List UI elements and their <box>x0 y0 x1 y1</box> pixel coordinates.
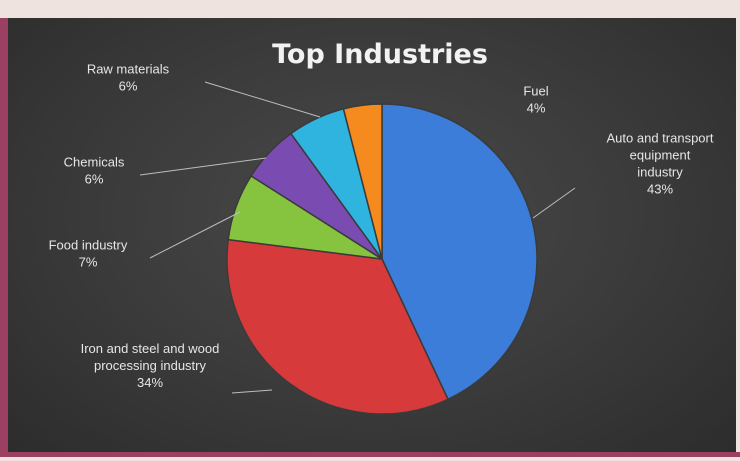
pie-slice-auto-transport <box>381 103 538 401</box>
slice-label-fuel: Fuel 4% <box>523 84 548 116</box>
leader-line-food <box>149 211 241 259</box>
pie-slices <box>226 103 538 415</box>
slice-label-raw-materials: Raw materials 6% <box>87 62 170 94</box>
accent-bar-bottom <box>0 452 740 457</box>
pie-slice-fuel <box>342 103 383 260</box>
slice-label-auto-transport: Auto and transport equipment industry 43% <box>607 131 714 197</box>
slice-label-food: Food industry 7% <box>49 238 128 270</box>
leader-line-auto-transport <box>532 187 576 219</box>
slice-label-iron-steel-wood: Iron and steel and wood processing indust… <box>81 341 220 390</box>
leader-line-iron-steel-wood <box>231 389 273 394</box>
accent-bar-left <box>0 18 8 456</box>
leader-lines <box>139 81 576 394</box>
slice-label-chemicals: Chemicals 6% <box>64 155 125 187</box>
slice-labels: Auto and transport equipment industry 43% Ir… <box>49 62 714 391</box>
chart-title: Top Industries <box>272 39 488 70</box>
leader-line-chemicals <box>139 157 267 176</box>
pie-slice-iron-steel-wood <box>226 238 449 415</box>
leader-line-raw-materials <box>204 81 321 118</box>
